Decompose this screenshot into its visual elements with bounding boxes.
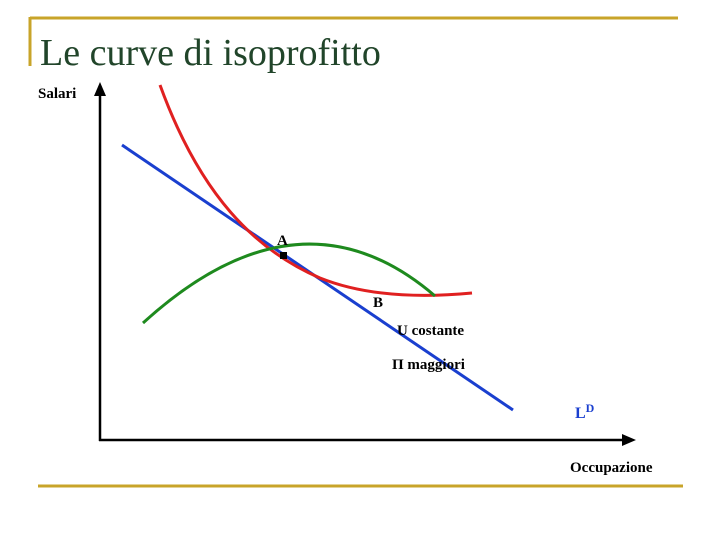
- profit-label: Π maggiori: [392, 357, 465, 373]
- u-label: U costante: [397, 323, 464, 339]
- demand-label: LD: [575, 401, 595, 422]
- x-arrow: [622, 434, 636, 446]
- point-a-label: A: [277, 233, 288, 249]
- title: Le curve di isoprofitto: [40, 32, 381, 74]
- utility-curve: [141, 242, 436, 325]
- y-arrow: [94, 82, 106, 96]
- x-axis-label: Occupazione: [570, 460, 653, 476]
- point-b-label: B: [373, 295, 383, 311]
- isoprofit-curve: [158, 84, 473, 297]
- demand-main: L: [575, 405, 586, 422]
- y-axis-label: Salari: [38, 86, 76, 102]
- point-a-marker: [280, 252, 287, 259]
- demand-sup: D: [586, 401, 595, 415]
